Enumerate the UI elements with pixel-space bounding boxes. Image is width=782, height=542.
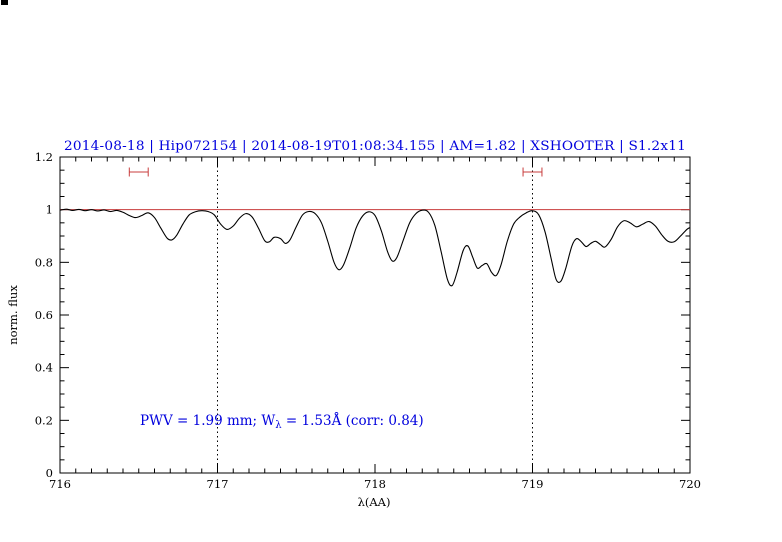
y-tick-label: 0.6 <box>35 308 53 322</box>
x-tick-label: 720 <box>679 477 701 491</box>
x-tick-label: 716 <box>49 477 71 491</box>
y-tick-label: 0.8 <box>35 255 53 269</box>
y-axis-label: norm. flux <box>6 285 20 345</box>
x-tick-label: 717 <box>207 477 229 491</box>
y-tick-label: 1 <box>46 203 53 217</box>
x-tick-label: 719 <box>522 477 544 491</box>
annotation-prefix: PWV = 1.99 mm; W <box>140 413 275 429</box>
annotation-subscript: λ <box>275 420 282 431</box>
corner-artifact <box>1 0 8 5</box>
data-layer <box>59 157 691 473</box>
x-axis-label: λ(AA) <box>358 495 391 509</box>
axes-layer: 716 717 718 719 720 0 0.2 0.4 0.6 0.8 1 1.2 <box>35 150 701 491</box>
y-tick-label: 0.4 <box>35 361 53 375</box>
pwv-annotation: PWV = 1.99 mm; Wλ = 1.53Å (corr: 0.84) <box>140 413 424 431</box>
y-tick-label: 1.2 <box>35 150 53 164</box>
spectrum-curve <box>59 208 691 287</box>
y-tick-label: 0 <box>46 466 53 480</box>
x-tick-label: 718 <box>364 477 386 491</box>
y-tick-label: 0.2 <box>35 413 53 427</box>
annotation-suffix: = 1.53Å (corr: 0.84) <box>282 413 424 429</box>
plot-title: 2014-08-18 | Hip072154 | 2014-08-19T01:0… <box>64 139 686 154</box>
